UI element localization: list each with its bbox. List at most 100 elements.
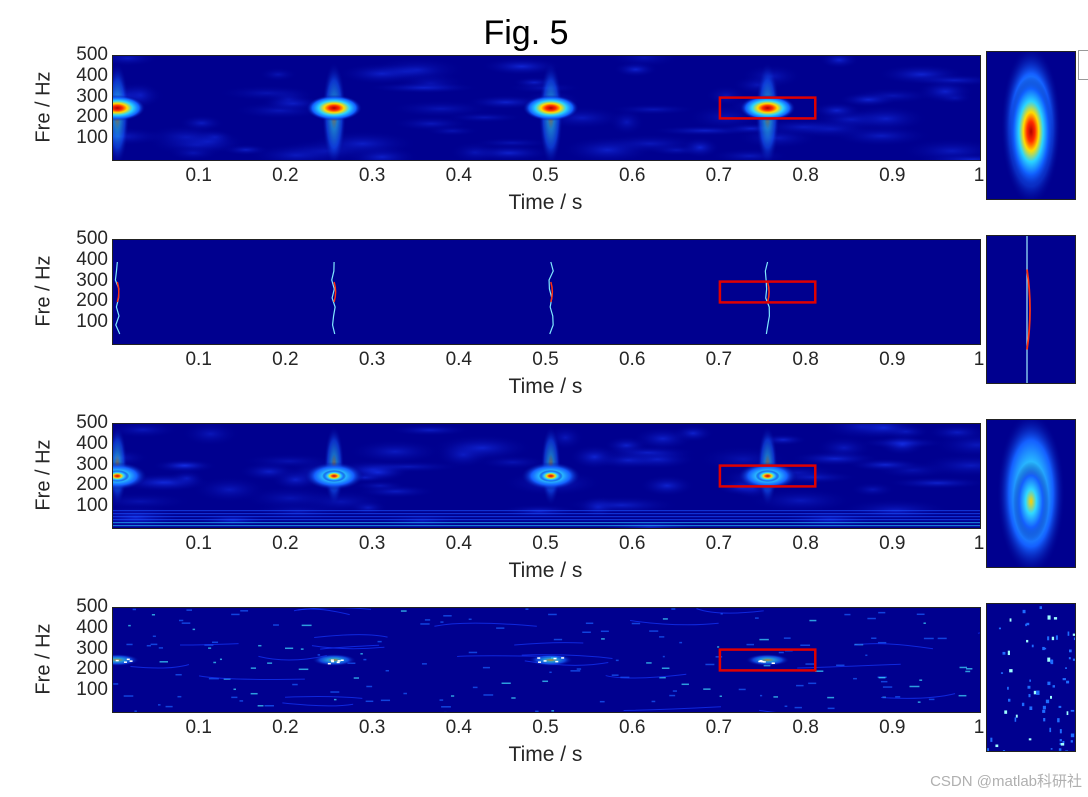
inset-speck (1050, 748, 1053, 750)
inset-ridge-peak (1026, 269, 1031, 350)
sparse-line (759, 709, 777, 712)
peak-speck (555, 660, 559, 663)
sparse-speck (468, 618, 472, 621)
texture-patch (423, 125, 481, 137)
sparse-speck (298, 668, 309, 671)
texture-patch (638, 474, 696, 497)
sparse-speck (661, 667, 670, 669)
inset-speck (1007, 698, 1011, 702)
inset-speck (1002, 750, 1006, 751)
x-tick-label: 0.8 (792, 717, 819, 738)
sparse-speck (186, 609, 193, 611)
sparse-speck (353, 677, 360, 679)
sparse-speck (132, 608, 136, 611)
x-tick-label: 0.6 (618, 533, 646, 554)
energy-peak (113, 95, 146, 121)
sparse-speck (919, 679, 923, 681)
inset-speck (1002, 651, 1006, 655)
sparse-line (293, 608, 350, 616)
inset-speck (1070, 733, 1075, 738)
texture-patch (261, 87, 316, 112)
sparse-speck (439, 699, 444, 701)
sparse-speck (333, 698, 337, 701)
inset-energy-peak (1009, 76, 1053, 187)
x-tick-label: 0.1 (185, 349, 212, 370)
sparse-speck (424, 619, 431, 621)
x-tick-label: 0.4 (445, 717, 473, 738)
x-tick-label: 0.5 (532, 165, 559, 186)
sparse-speck (483, 694, 494, 696)
texture-patch (563, 495, 680, 515)
inset-speck (1047, 615, 1051, 620)
sparse-speck (113, 683, 119, 685)
plot-background (113, 240, 980, 344)
inset-speck (990, 737, 993, 742)
sparse-speck (836, 664, 845, 667)
inset-speck (1051, 636, 1055, 641)
x-tick-label: 1 (973, 165, 985, 186)
sparse-line (130, 664, 190, 669)
texture-patch (351, 460, 465, 473)
texture-patch (561, 136, 655, 160)
sparse-speck (385, 669, 389, 672)
sparse-speck (805, 663, 815, 665)
sparse-line (311, 645, 385, 650)
y-tick-label: 500 (76, 228, 108, 249)
x-tick-label: 0.7 (705, 533, 733, 554)
energy-peak (312, 654, 357, 666)
sparse-speck (880, 680, 888, 683)
inset-speck (1000, 672, 1004, 674)
energy-peak (113, 462, 148, 490)
sparse-speck (440, 621, 444, 623)
x-tick-label: 0.6 (618, 165, 646, 186)
inset-speck (1029, 706, 1033, 711)
spectrogram-plot-area (112, 607, 981, 713)
sparse-speck (783, 637, 791, 639)
texture-patch (347, 439, 443, 464)
inset-speck (1043, 718, 1046, 722)
sparse-line (180, 643, 239, 646)
sparse-speck (895, 696, 901, 698)
sparse-speck (746, 643, 754, 646)
peak-speck (115, 659, 119, 662)
inset-background (987, 604, 1075, 751)
peak-speck (771, 662, 775, 664)
inset-speck (1055, 635, 1058, 640)
energy-peak (528, 654, 573, 666)
sparse-line (629, 620, 719, 626)
x-tick-label: 0.9 (879, 165, 906, 186)
inset-speck (1031, 644, 1034, 648)
texture-patch (448, 141, 501, 160)
inset-speck (1033, 690, 1037, 695)
inset-speck (1049, 727, 1052, 733)
sparse-speck (662, 655, 665, 658)
inset-speck (1050, 659, 1053, 664)
sparse-speck (959, 666, 967, 669)
sparse-line (320, 644, 380, 650)
texture-patch (613, 61, 659, 78)
sparse-speck (192, 628, 196, 631)
texture-patch (393, 72, 469, 95)
energy-core (538, 470, 563, 482)
highlight-box (718, 464, 817, 488)
spectrogram-plot-area (112, 239, 981, 345)
y-tick-label: 100 (76, 127, 108, 149)
energy-peak (739, 95, 796, 121)
inset-speck (1045, 699, 1050, 704)
sparse-speck (152, 635, 156, 638)
ridge-line (331, 261, 336, 335)
x-tick-label: 0.4 (445, 533, 473, 554)
ridge-peak (333, 281, 337, 303)
sparse-speck (443, 615, 452, 617)
x-tick-label: 0.3 (358, 717, 386, 738)
sparse-speck (468, 651, 478, 654)
inset-speck (1053, 617, 1058, 620)
inset-speck (1042, 709, 1046, 713)
zoom-inset-svg (987, 420, 1075, 567)
zoom-inset (986, 603, 1076, 752)
sparse-speck (363, 658, 367, 661)
peak-speck (538, 661, 542, 663)
sparse-speck (158, 647, 164, 649)
inset-energy-peak (1013, 461, 1049, 542)
sparse-speck (250, 692, 258, 695)
